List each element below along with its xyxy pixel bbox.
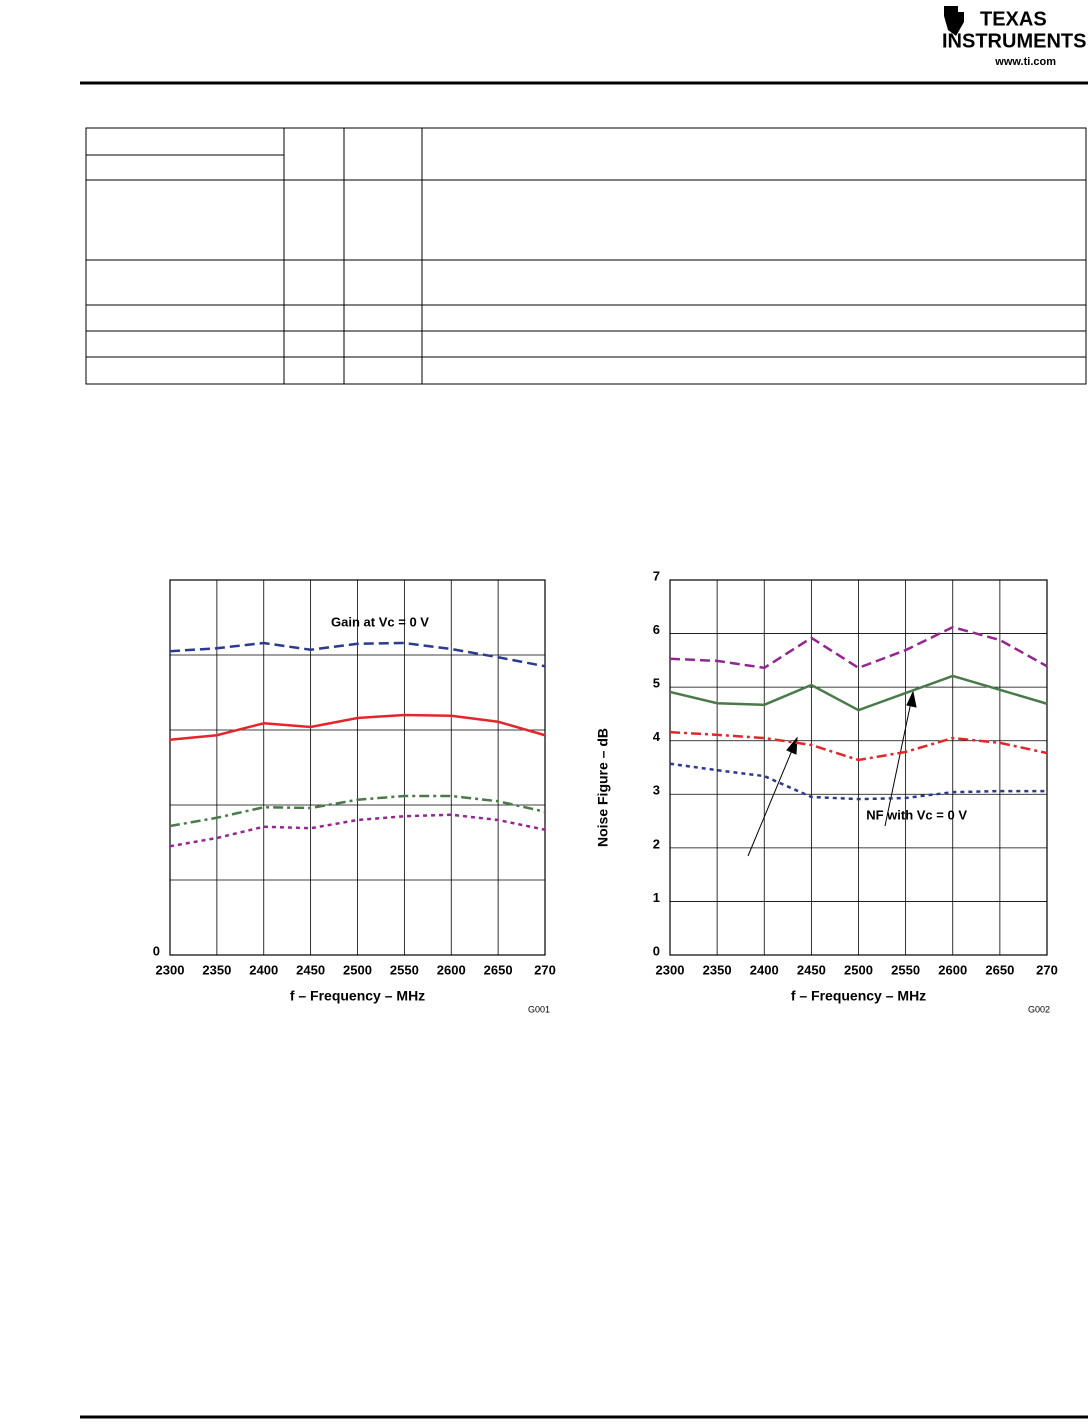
- arrows: [747, 690, 917, 857]
- y-tick-label: 5: [653, 676, 660, 691]
- y-axis-label: Noise Figure – dB: [595, 728, 611, 847]
- logo-text: INSTRUMENTS: [942, 30, 1086, 52]
- x-tick-label: 2300: [156, 962, 185, 977]
- y-tick-label: 2: [653, 836, 660, 851]
- plot-frame: [669, 579, 1048, 956]
- x-tick-label: 270: [534, 962, 556, 977]
- y-tick-label: 0: [653, 943, 660, 958]
- y-tick-label: 1: [653, 890, 660, 905]
- logo-icon: [944, 6, 964, 36]
- x-tick-label: 2600: [938, 962, 967, 977]
- y-tick-label: 7: [653, 568, 660, 583]
- x-tick-label: 2600: [437, 962, 466, 977]
- y-tick-label: 0: [153, 943, 160, 958]
- x-tick-label: 2500: [844, 962, 873, 977]
- x-tick-label: 2300: [656, 962, 685, 977]
- ti-logo: TEXAS INSTRUMENTS www.ti.com: [942, 6, 1086, 68]
- series-line: [669, 625, 1048, 670]
- x-axis-label: f – Frequency – MHz: [791, 988, 926, 1004]
- x-tick-label: 2350: [202, 962, 231, 977]
- x-tick-label: 2550: [891, 962, 920, 977]
- annotation: Gain at Vc = 0 V: [331, 614, 429, 629]
- url: www.ti.com: [994, 56, 1056, 68]
- table: [85, 127, 1087, 385]
- x-tick-label: 270: [1036, 962, 1058, 977]
- x-tick-label: 2550: [390, 962, 419, 977]
- series-line: [669, 730, 1048, 762]
- x-tick-label: 2400: [249, 962, 278, 977]
- x-tick-label: 2350: [703, 962, 732, 977]
- plot-frame: [169, 579, 546, 956]
- x-axis-label: f – Frequency – MHz: [290, 988, 425, 1004]
- figure-id: G002: [1028, 1004, 1050, 1014]
- x-tick-label: 2450: [797, 962, 826, 977]
- y-tick-label: 4: [653, 729, 661, 744]
- series-line: [169, 813, 546, 848]
- series-line: [169, 794, 546, 828]
- logo-text: TEXAS: [980, 8, 1047, 30]
- y-tick-label: 3: [653, 783, 660, 798]
- x-tick-label: 2650: [484, 962, 513, 977]
- x-tick-label: 2450: [296, 962, 325, 977]
- series-line: [169, 641, 546, 668]
- series-line: [169, 713, 546, 741]
- x-tick-label: 2400: [750, 962, 779, 977]
- series-line: [669, 762, 1047, 801]
- y-tick-label: 6: [653, 622, 660, 637]
- series-line: [669, 674, 1048, 712]
- x-tick-label: 2650: [985, 962, 1014, 977]
- annotation: NF with Vc = 0 V: [866, 807, 967, 822]
- figure-id: G001: [528, 1004, 550, 1014]
- x-tick-label: 2500: [343, 962, 372, 977]
